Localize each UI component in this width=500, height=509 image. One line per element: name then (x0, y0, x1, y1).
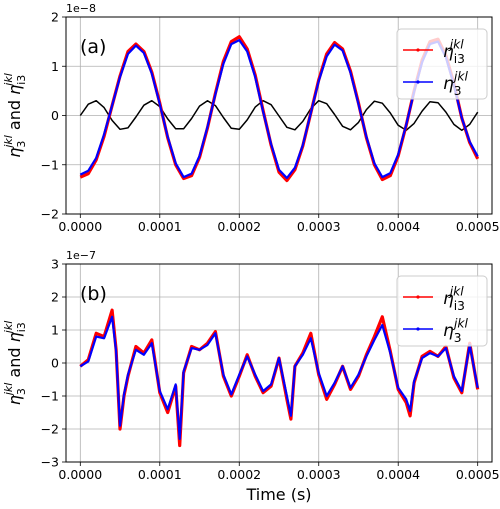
x-tick-label: 0.0001 (138, 467, 182, 482)
y-tick-label: 0 (51, 356, 59, 371)
axes-frame (65, 16, 493, 215)
y-tick-label: 2 (51, 10, 59, 25)
y-axis-label-text: η3jkl and ηi3jkl (2, 73, 28, 158)
x-axis-label: Time (s) (245, 485, 311, 504)
y-tick-label: 2 (51, 290, 59, 305)
x-tick-label: 0.0005 (456, 467, 500, 482)
legend-label: ηi3jkl (443, 38, 465, 66)
y-tick-label: 3 (51, 257, 59, 272)
y-tick-label: −1 (41, 157, 59, 172)
x-tick-label: 0.0005 (456, 219, 500, 234)
chart-panel-a: 0.0000 0.0001 0.0002 0.0003 0.0004 0.0005 −2 −1… (2, 2, 500, 234)
legend-marker (416, 80, 420, 84)
panel-label: (a) (80, 36, 106, 58)
y-offset-text: 1e−8 (66, 2, 96, 15)
x-tick-label: 0.0002 (217, 467, 261, 482)
legend-label: η3jkl (443, 70, 468, 98)
legend-box (396, 275, 488, 347)
legend-marker (416, 48, 420, 52)
y-axis-label: η3jkl and ηi3jkl (2, 73, 28, 158)
y-tick-label: −2 (41, 207, 59, 222)
y-tick-label: −2 (41, 422, 59, 437)
panel-label: (b) (80, 283, 107, 305)
legend: ηi3jkl η3jkl (396, 275, 488, 347)
x-tick-label: 0.0004 (376, 467, 420, 482)
series-line-blue (79, 38, 479, 180)
y-tick-label: −3 (41, 455, 59, 470)
chart-panel-b: 0.0000 0.0001 0.0002 0.0003 0.0004 0.0005 −3 −2… (2, 249, 500, 482)
axes-frame (65, 263, 493, 463)
x-tick-label: 0.0000 (58, 467, 102, 482)
y-tick-label: −1 (41, 389, 59, 404)
x-tick-label: 0.0002 (217, 219, 261, 234)
legend-box (396, 28, 488, 100)
y-offset-text: 1e−7 (66, 249, 96, 262)
x-tick-label: 0.0003 (297, 467, 341, 482)
x-tick-label: 0.0000 (58, 219, 102, 234)
y-axis-label-text: η3jkl and ηi3jkl (2, 321, 28, 406)
legend-label: ηi3jkl (443, 285, 465, 313)
y-tick-label: 1 (51, 59, 59, 74)
legend-label: η3jkl (443, 317, 468, 345)
y-axis-label: η3jkl and ηi3jkl (2, 321, 28, 406)
y-tick-label: 0 (51, 108, 59, 123)
series-line-black (79, 99, 479, 132)
x-tick-label: 0.0004 (376, 219, 420, 234)
legend-marker (416, 295, 420, 299)
legend: ηi3jkl η3jkl (396, 28, 488, 100)
legend-marker (416, 327, 420, 331)
series-line-blue (79, 315, 479, 440)
x-tick-label: 0.0003 (297, 219, 341, 234)
y-tick-label: 1 (51, 323, 59, 338)
x-tick-label: 0.0001 (138, 219, 182, 234)
